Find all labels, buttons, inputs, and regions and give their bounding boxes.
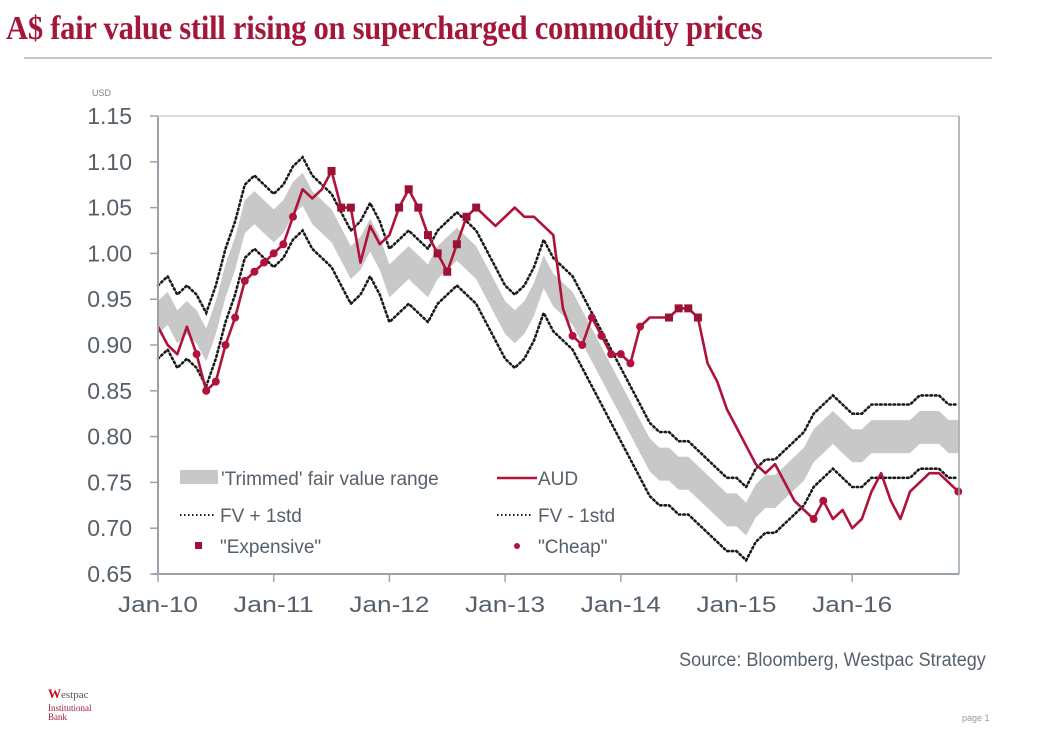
x-tick-label: Jan-10 [118, 592, 198, 617]
cheap-marker [578, 341, 587, 349]
logo-subtitle: Institutional Bank [48, 703, 92, 722]
cheap-marker [221, 341, 230, 349]
expensive-marker [693, 313, 702, 322]
expensive-marker [472, 203, 481, 212]
cheap-marker [819, 496, 828, 505]
cheap-marker [607, 350, 616, 359]
legend-band-swatch [180, 470, 218, 484]
cheap-marker [288, 212, 297, 221]
y-tick-label: 0.85 [87, 378, 132, 404]
marker-layer [192, 166, 963, 524]
cheap-marker [636, 322, 645, 331]
cheap-marker [809, 515, 818, 524]
cheap-marker [279, 240, 288, 249]
expensive-marker [665, 313, 674, 322]
page-number: page 1 [962, 713, 990, 723]
logo-initial: W [48, 686, 61, 701]
expensive-marker [395, 203, 404, 212]
expensive-marker [452, 240, 461, 249]
fair-value-band [158, 172, 959, 536]
legend-cheap-swatch [514, 543, 520, 549]
y-tick-label: 0.65 [87, 561, 132, 587]
cheap-marker [240, 276, 249, 285]
x-tick-label: Jan-13 [465, 592, 545, 617]
y-tick-label: 1.10 [87, 149, 132, 175]
title-divider [24, 57, 992, 59]
y-tick-label: 1.05 [87, 195, 132, 221]
axis-layer: USD 1.15 1.10 1.05 1.00 0.95 0.90 0.85 0.80 0.75 0… [87, 88, 960, 617]
cheap-marker [192, 350, 201, 359]
cheap-marker [587, 313, 596, 322]
y-tick-label: 0.95 [87, 286, 132, 312]
y-tick-label: 1.00 [87, 240, 132, 266]
x-tick-label: Jan-11 [234, 592, 314, 617]
fv-plus-1std-line [156, 155, 960, 490]
legend-cheap-label: "Cheap" [538, 537, 607, 558]
cheap-marker [269, 249, 278, 258]
fv-minus-1std-line [156, 228, 960, 563]
y-tick-label: 1.15 [87, 103, 132, 129]
expensive-marker [423, 231, 432, 240]
x-tick-label: Jan-16 [812, 592, 892, 617]
legend-fv-plus-label: FV + 1std [220, 506, 302, 527]
cheap-marker [597, 331, 606, 340]
legend-band-label: 'Trimmed' fair value range [221, 469, 439, 490]
westpac-logo: Westpac [48, 686, 88, 702]
source-note: Source: Bloomberg, Westpac Strategy [679, 650, 986, 671]
expensive-marker [433, 249, 442, 258]
std-lines-layer [156, 155, 960, 563]
expensive-marker [674, 304, 683, 313]
expensive-marker [443, 267, 452, 276]
expensive-marker [462, 212, 471, 221]
expensive-marker [684, 304, 693, 313]
expensive-marker [337, 203, 346, 212]
expensive-marker [346, 203, 355, 212]
legend-expensive-label: "Expensive" [220, 537, 321, 558]
chart-title: A$ fair value still rising on supercharg… [6, 10, 763, 47]
legend-fv-minus-label: FV - 1std [538, 506, 615, 527]
cheap-marker [202, 386, 211, 395]
legend-aud-label: AUD [538, 469, 578, 490]
cheap-marker [626, 359, 635, 368]
cheap-marker [231, 313, 240, 322]
x-tick-label: Jan-15 [697, 592, 777, 617]
x-tick-label: Jan-14 [581, 592, 661, 617]
y-tick-label: 0.75 [87, 469, 132, 495]
cheap-marker [250, 267, 259, 276]
x-tick-label: Jan-12 [349, 592, 429, 617]
y-tick-label: 0.70 [87, 515, 132, 541]
y-axis-unit-label: USD [92, 88, 112, 98]
cheap-marker [568, 331, 577, 340]
fair-value-band-layer [158, 172, 959, 536]
legend: 'Trimmed' fair value range AUD FV + 1std FV… [180, 469, 615, 558]
cheap-marker [211, 377, 220, 386]
cheap-marker [260, 258, 269, 267]
y-tick-label: 0.90 [87, 332, 132, 358]
cheap-marker [616, 350, 625, 359]
expensive-marker [327, 166, 336, 175]
legend-expensive-swatch [195, 542, 202, 549]
logo-brand: estpac [61, 689, 89, 701]
expensive-marker [414, 203, 423, 212]
expensive-marker [404, 185, 413, 194]
y-tick-label: 0.80 [87, 424, 132, 450]
